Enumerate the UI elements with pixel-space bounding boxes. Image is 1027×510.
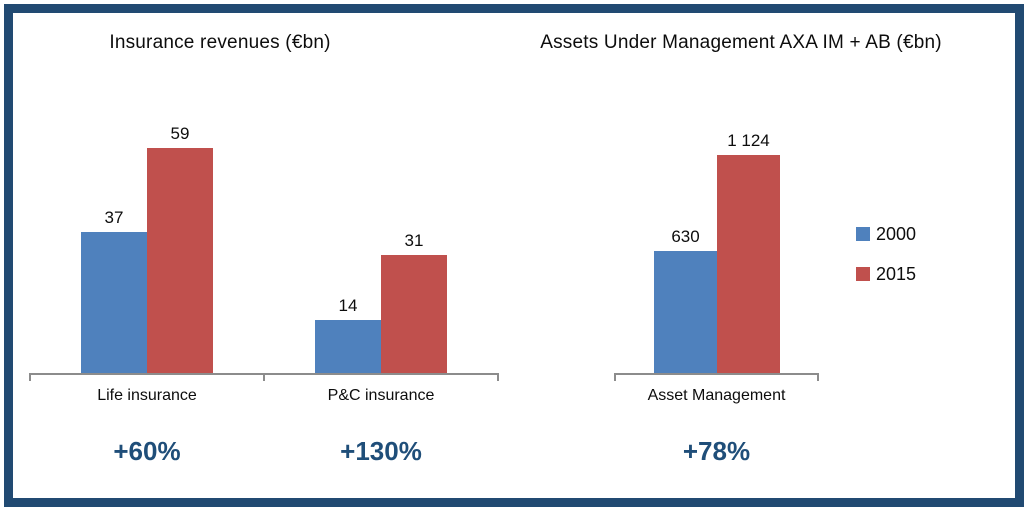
bar-2000-asset-management [654,251,717,373]
value-label-2000-life-insurance: 37 [104,208,124,227]
bar-2015-p-c-insurance [381,255,447,373]
legend-label-2000: 2000 [876,223,917,244]
legend-item-2000: 2000 [856,224,916,244]
x-axis-tick [817,373,819,381]
x-axis-tick [614,373,616,381]
chart-title-assets-under-management: Assets Under Management AXA IM + AB (€bn… [540,32,942,53]
bar-2015-asset-management [717,155,780,373]
legend-swatch-2000 [856,227,870,241]
value-label-2015-asset-management: 1 124 [727,131,770,150]
growth-label-p-c-insurance: +130% [340,436,422,466]
legend: 2000 2015 [856,224,916,304]
value-label-2000-asset-management: 630 [671,227,700,246]
category-label-asset-management: Asset Management [647,387,786,404]
legend-item-2015: 2015 [856,264,916,284]
value-label-2015-p-c-insurance: 31 [404,231,424,250]
legend-label-2015: 2015 [876,263,917,284]
category-label-p-c-insurance: P&C insurance [327,387,435,404]
x-axis-line-1 [615,373,818,375]
value-label-2015-life-insurance: 59 [170,124,190,143]
chart-title-insurance-revenues: Insurance revenues (€bn) [109,32,331,53]
bar-2000-p-c-insurance [315,320,381,373]
legend-swatch-2015 [856,267,870,281]
x-axis-tick [29,373,31,381]
growth-label-asset-management: +78% [682,436,751,466]
x-axis-tick [263,373,265,381]
growth-label-life-insurance: +60% [113,436,181,466]
value-label-2000-p-c-insurance: 14 [338,296,358,315]
bar-2015-life-insurance [147,148,213,373]
x-axis-tick [497,373,499,381]
category-label-life-insurance: Life insurance [97,387,197,404]
bar-2000-life-insurance [81,232,147,373]
